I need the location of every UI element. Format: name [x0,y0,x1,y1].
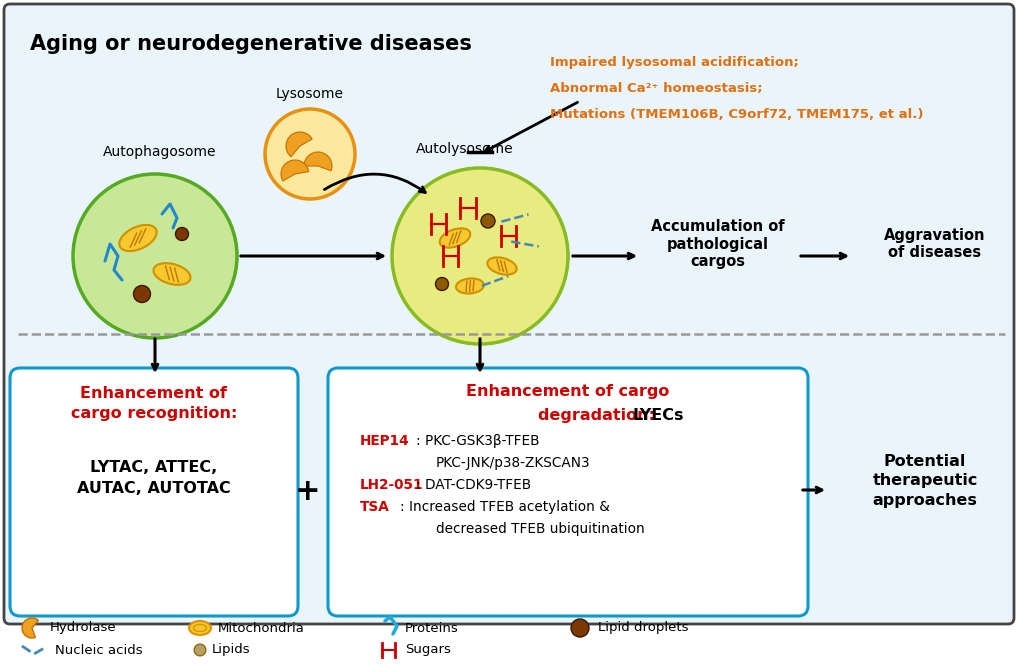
Text: Abnormal Ca²⁺ homeostasis;: Abnormal Ca²⁺ homeostasis; [549,82,762,95]
Text: Autophagosome: Autophagosome [103,145,216,159]
Ellipse shape [487,257,517,274]
Ellipse shape [119,225,157,251]
Circle shape [265,109,355,199]
Circle shape [391,168,568,344]
Text: Enhancement of cargo: Enhancement of cargo [466,384,669,399]
Text: TSA: TSA [360,500,389,514]
Text: Potential
therapeutic
approaches: Potential therapeutic approaches [871,454,977,508]
Wedge shape [285,132,312,157]
Text: decreased TFEB ubiquitination: decreased TFEB ubiquitination [435,522,644,536]
Text: Hydrolase: Hydrolase [50,621,116,635]
Text: : PKC-GSK3β-TFEB: : PKC-GSK3β-TFEB [416,434,539,448]
FancyBboxPatch shape [328,368,807,616]
Text: Aggravation
of diseases: Aggravation of diseases [883,228,984,260]
Circle shape [194,644,206,656]
Text: HEP14: HEP14 [360,434,410,448]
Text: Mitochondria: Mitochondria [218,621,305,635]
Text: Autolysosome: Autolysosome [416,142,514,156]
Wedge shape [280,160,309,181]
Ellipse shape [189,621,211,635]
Text: Nucleic acids: Nucleic acids [55,643,143,657]
Circle shape [133,286,151,302]
Ellipse shape [439,228,470,248]
Text: LYECs: LYECs [632,408,683,423]
Wedge shape [22,618,39,638]
Ellipse shape [153,263,191,285]
Circle shape [435,278,448,290]
Text: Enhancement of
cargo recognition:: Enhancement of cargo recognition: [70,386,237,421]
Text: degradation:: degradation: [537,408,660,423]
FancyBboxPatch shape [4,4,1013,624]
Text: : Increased TFEB acetylation &: : Increased TFEB acetylation & [399,500,609,514]
Circle shape [175,228,189,240]
Wedge shape [304,152,331,170]
Text: Sugars: Sugars [405,643,450,657]
Text: +: + [294,476,321,505]
Text: PKC-JNK/p38-ZKSCAN3: PKC-JNK/p38-ZKSCAN3 [435,456,590,470]
Text: Impaired lysosomal acidification;: Impaired lysosomal acidification; [549,56,798,69]
Text: Aging or neurodegenerative diseases: Aging or neurodegenerative diseases [30,34,472,54]
Text: : DAT-CDK9-TFEB: : DAT-CDK9-TFEB [416,478,531,492]
Text: LH2-051: LH2-051 [360,478,423,492]
Circle shape [571,619,588,637]
Text: Mutations (TMEM106B, C9orf72, TMEM175, et al.): Mutations (TMEM106B, C9orf72, TMEM175, e… [549,108,922,121]
Text: Accumulation of
pathological
cargos: Accumulation of pathological cargos [650,219,784,269]
Text: Lipid droplets: Lipid droplets [597,621,688,635]
Circle shape [73,174,236,338]
Ellipse shape [455,278,483,294]
Text: Lipids: Lipids [212,643,251,657]
Circle shape [481,214,494,228]
Text: Lysosome: Lysosome [276,87,343,101]
FancyBboxPatch shape [10,368,298,616]
Text: Proteins: Proteins [405,621,459,635]
Text: LYTAC, ATTEC,
AUTAC, AUTOTAC: LYTAC, ATTEC, AUTAC, AUTOTAC [77,460,230,496]
